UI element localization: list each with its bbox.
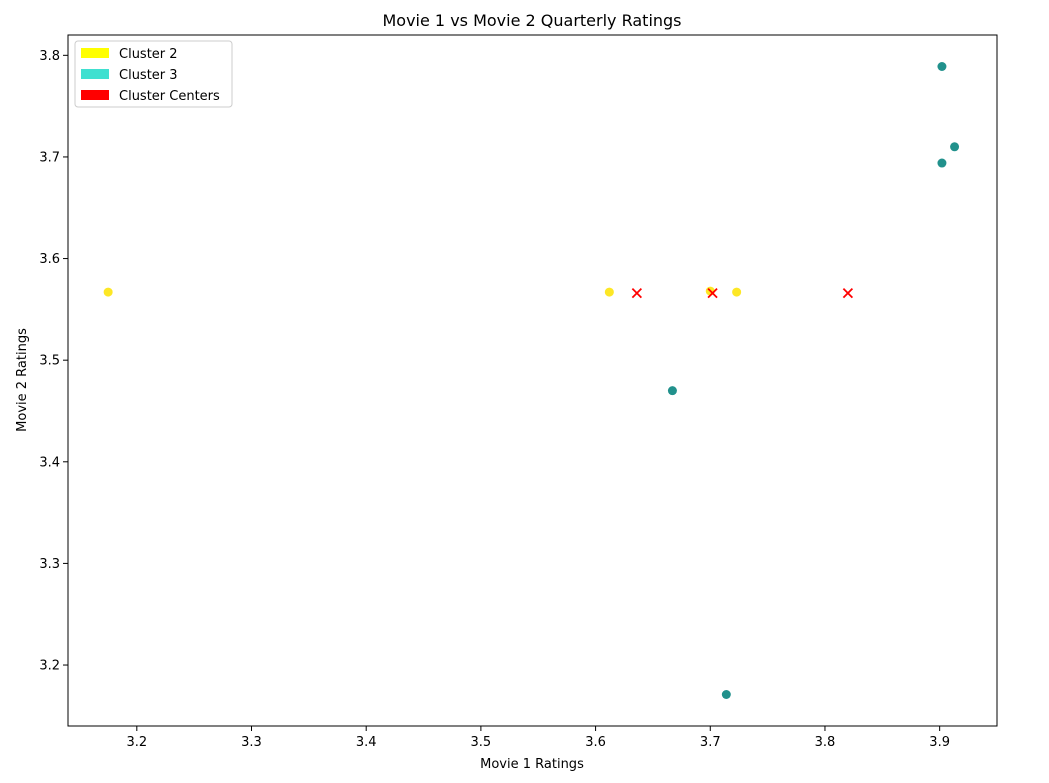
- scatter-point: [667, 386, 677, 396]
- y-tick-label: 3.4: [39, 455, 60, 470]
- legend-swatch: [81, 69, 109, 79]
- plot-area: [68, 35, 997, 726]
- scatter-point: [103, 287, 113, 297]
- y-tick-label: 3.7: [39, 150, 60, 165]
- x-tick-label: 3.7: [700, 735, 721, 750]
- x-tick-label: 3.4: [356, 735, 377, 750]
- legend: Cluster 2 Cluster 3 Cluster Centers: [74, 40, 233, 108]
- x-tick-label: 3.9: [929, 735, 950, 750]
- legend-box: [74, 40, 233, 108]
- scatter-point: [732, 287, 742, 297]
- y-tick-label: 3.8: [39, 49, 60, 64]
- plot-frame: [67, 34, 998, 727]
- x-axis-title: Movie 1 Ratings: [480, 757, 584, 772]
- data-points: [103, 62, 960, 699]
- x-tick-label: 3.5: [471, 735, 492, 750]
- cluster-center-marker: [707, 287, 718, 299]
- chart-title: Movie 1 vs Movie 2 Quarterly Ratings: [382, 11, 681, 30]
- y-tick-label: 3.6: [39, 252, 60, 267]
- y-tick-label: 3.2: [39, 659, 60, 674]
- y-axis-title: Movie 2 Ratings: [15, 328, 30, 432]
- legend-label: Cluster 2: [119, 47, 178, 62]
- axes: 3.2 3.3 3.4 3.5 3.6 3.7 3.8 3.9 3.2 3.3 3.4 3.5 3.6 3…: [39, 34, 998, 750]
- legend-swatch: [81, 48, 109, 58]
- x-tick-label: 3.2: [126, 735, 147, 750]
- y-tick-label: 3.5: [39, 354, 60, 369]
- scatter-point: [950, 142, 960, 152]
- legend-swatch: [81, 90, 109, 100]
- scatter-point: [721, 689, 731, 699]
- cluster-center-marker: [842, 287, 854, 299]
- cluster-center-marker: [631, 287, 643, 299]
- x-tick-label: 3.8: [815, 735, 836, 750]
- x-tick-label: 3.3: [241, 735, 262, 750]
- y-tick-label: 3.3: [39, 557, 60, 572]
- plot-background: [68, 35, 997, 726]
- legend-label: Cluster Centers: [119, 89, 220, 104]
- scatter-point: [937, 158, 947, 168]
- legend-label: Cluster 3: [119, 68, 178, 83]
- scatter-point: [604, 287, 614, 297]
- scatter-point: [937, 62, 947, 72]
- x-tick-label: 3.6: [585, 735, 606, 750]
